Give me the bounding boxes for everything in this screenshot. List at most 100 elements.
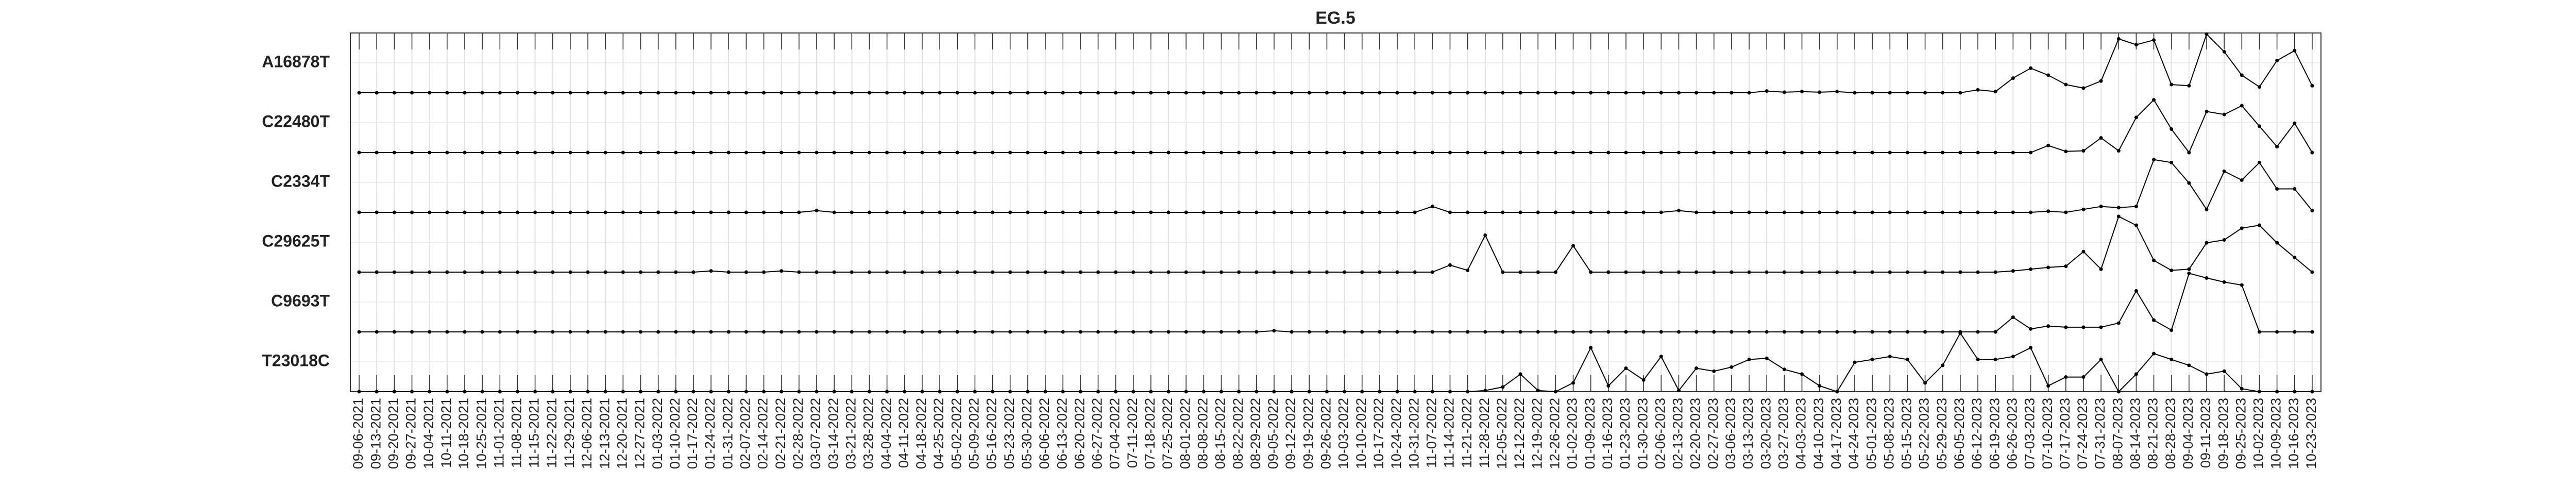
data-point [1149, 91, 1153, 95]
data-point [2257, 330, 2261, 334]
data-point [1888, 330, 1892, 334]
data-point [2064, 210, 2068, 214]
data-point [1219, 330, 1224, 334]
data-point [1905, 150, 1909, 155]
x-tick-label: 02-27-2023 [1705, 398, 1721, 469]
data-point [1730, 210, 1734, 214]
series-label: C29625T [262, 231, 330, 250]
data-point [1061, 91, 1065, 95]
data-point [1378, 390, 1382, 394]
data-point [1201, 270, 1206, 274]
data-point [1096, 150, 1100, 155]
data-point [2187, 83, 2191, 88]
data-point [1712, 91, 1716, 95]
data-point [2222, 238, 2226, 242]
data-point [1166, 91, 1171, 95]
data-point [674, 210, 678, 214]
data-point [1026, 150, 1030, 155]
data-point [797, 270, 801, 274]
data-point [1096, 390, 1100, 394]
data-point [1043, 210, 1047, 214]
data-point [850, 390, 854, 394]
data-point [410, 91, 414, 95]
data-point [551, 390, 555, 394]
x-tick-label: 05-15-2023 [1899, 398, 1914, 469]
data-point [410, 390, 414, 394]
data-point [973, 330, 977, 334]
data-point [480, 91, 484, 95]
data-point [1026, 210, 1030, 214]
data-point [2187, 181, 2191, 185]
data-point [1395, 330, 1399, 334]
data-point [2205, 32, 2209, 36]
data-point [691, 210, 696, 214]
data-point [1325, 91, 1329, 95]
data-point [1166, 210, 1171, 214]
data-point [375, 270, 379, 274]
x-tick-label: 09-04-2023 [2180, 398, 2196, 469]
data-point [1853, 150, 1857, 155]
data-point [2240, 73, 2244, 77]
data-point [2170, 269, 2174, 273]
data-point [1166, 390, 1171, 394]
data-point [2028, 346, 2032, 350]
x-tick-label: 03-06-2023 [1723, 398, 1738, 469]
data-point [1624, 366, 1628, 371]
x-tick-label: 05-02-2022 [948, 398, 964, 469]
data-point [1483, 210, 1487, 214]
data-point [551, 150, 555, 155]
data-point [762, 270, 766, 274]
data-point [1782, 367, 1786, 372]
x-tick-label: 08-21-2023 [2145, 398, 2161, 469]
data-point [1641, 91, 1646, 95]
data-point [2099, 357, 2103, 361]
data-point [1343, 390, 1347, 394]
data-point [568, 330, 572, 334]
data-point [2134, 372, 2138, 376]
data-point [568, 150, 572, 155]
data-point [1483, 389, 1487, 393]
data-point [955, 210, 959, 214]
data-point [850, 150, 854, 155]
data-point [1255, 150, 1259, 155]
data-point [586, 91, 590, 95]
data-point [1008, 330, 1012, 334]
x-tick-label: 11-15-2021 [527, 398, 542, 468]
data-point [1589, 210, 1593, 214]
x-tick-label: 10-24-2022 [1388, 398, 1404, 469]
data-point [762, 150, 766, 155]
data-point [515, 270, 519, 274]
data-point [428, 210, 432, 214]
data-point [1747, 150, 1751, 155]
data-point [1483, 330, 1487, 334]
data-point [1536, 210, 1540, 214]
data-point [1993, 90, 1997, 94]
data-point [392, 150, 396, 155]
data-point [1360, 270, 1364, 274]
data-point [1430, 330, 1434, 334]
x-tick-label: 06-13-2022 [1054, 398, 1070, 469]
data-point [1659, 270, 1663, 274]
data-point [1026, 270, 1030, 274]
data-point [2205, 241, 2209, 245]
data-point [2011, 210, 2015, 214]
data-point [1466, 91, 1470, 95]
data-point [2046, 265, 2050, 270]
data-point [744, 330, 748, 334]
data-point [691, 270, 696, 274]
data-point [357, 390, 361, 394]
data-point [2222, 169, 2226, 173]
data-point [656, 210, 660, 214]
x-tick-label: 08-14-2023 [2128, 398, 2143, 469]
data-point [1993, 210, 1997, 214]
data-point [1026, 91, 1030, 95]
data-point [991, 270, 995, 274]
data-point [463, 91, 467, 95]
data-point [1413, 330, 1417, 334]
data-point [603, 210, 607, 214]
data-point [1765, 356, 1769, 360]
data-point [991, 210, 995, 214]
data-point [1149, 270, 1153, 274]
data-point [779, 210, 784, 214]
data-point [1536, 91, 1540, 95]
